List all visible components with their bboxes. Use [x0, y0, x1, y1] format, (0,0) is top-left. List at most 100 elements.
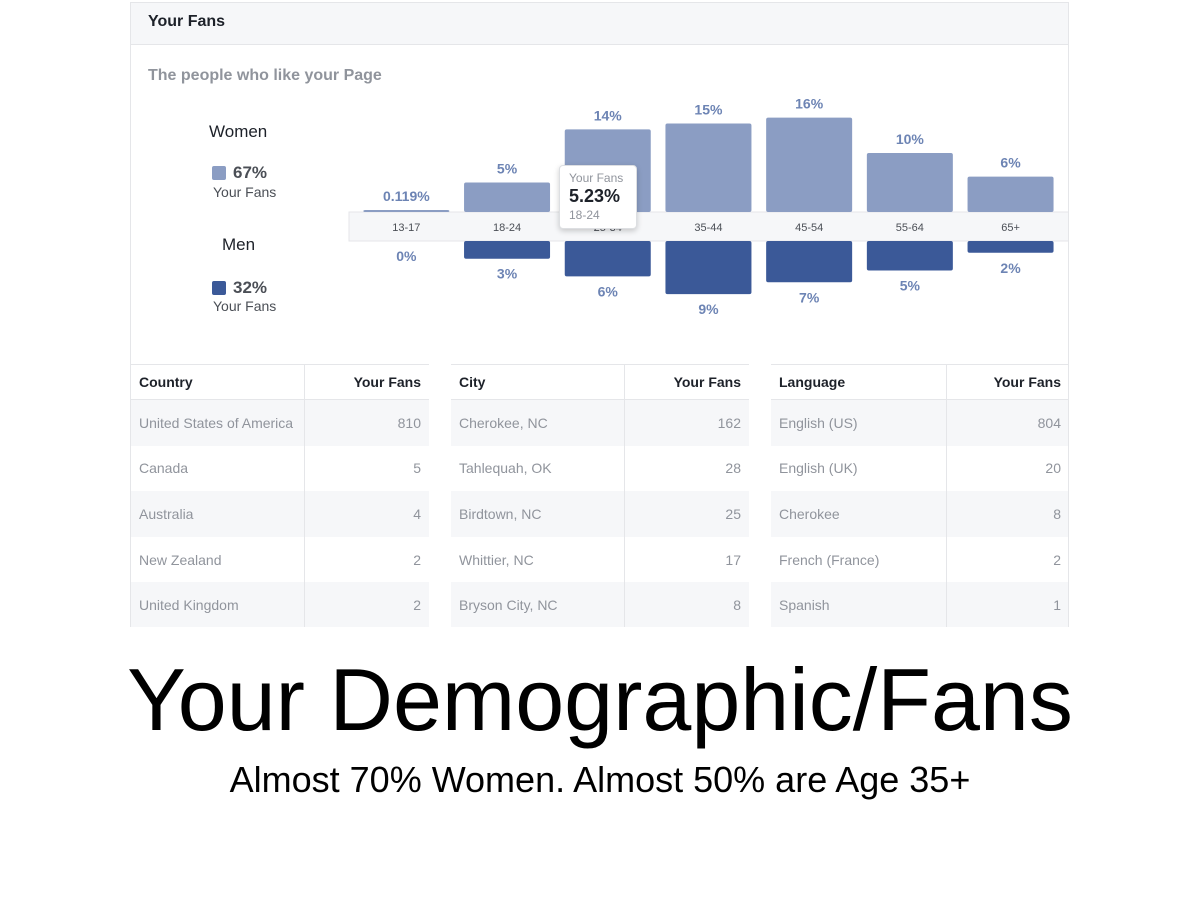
- table-row: Canada 5: [131, 445, 429, 492]
- language-name-cell: Spanish: [771, 582, 947, 627]
- country-table: Country Your Fans United States of Ameri…: [131, 364, 429, 627]
- city-name-cell: Birdtown, NC: [451, 491, 625, 537]
- women-bar: [665, 123, 752, 212]
- legend-men-pct: 32%: [233, 278, 268, 297]
- table-row: Bryson City, NC 8: [451, 582, 749, 627]
- category-tick-label: 65+: [1001, 222, 1020, 234]
- city-fans-cell: 162: [624, 399, 749, 446]
- legend-men-sub: Your Fans: [213, 298, 277, 314]
- women-bar-label: 15%: [694, 102, 723, 118]
- tooltip-label: Your Fans: [569, 171, 624, 185]
- women-bar-label: 14%: [594, 107, 623, 123]
- city-fans-cell: 17: [624, 536, 749, 583]
- language-table: Language Your Fans English (US) 804 Englis…: [771, 364, 1068, 627]
- category-tick-label: 18-24: [493, 222, 521, 234]
- legend-women-title: Women: [209, 122, 268, 141]
- age-gender-chart: 0.119%0%13-175%3%18-2414%6%25-3415%9%35-…: [348, 96, 1068, 317]
- table-row: United States of America 810: [131, 399, 429, 446]
- men-bar: [564, 241, 651, 277]
- city-header: City: [451, 364, 625, 400]
- city-name-cell: Tahlequah, OK: [451, 445, 625, 492]
- city-fans-header: Your Fans: [624, 364, 749, 400]
- category-tick-label: 13-17: [392, 222, 420, 234]
- table-row: Cherokee 8: [771, 491, 1068, 537]
- language-fans-cell: 20: [946, 445, 1068, 492]
- tooltip-category: 18-24: [569, 208, 600, 222]
- table-row: United Kingdom 2: [131, 582, 429, 627]
- table-row: English (UK) 20: [771, 445, 1068, 492]
- women-bar-label: 10%: [896, 131, 925, 147]
- language-fans-cell: 804: [946, 399, 1068, 446]
- table-row: Birdtown, NC 25: [451, 491, 749, 537]
- country-fans-header: Your Fans: [304, 364, 429, 400]
- city-name-cell: Whittier, NC: [451, 536, 625, 583]
- category-tick-label: 35-44: [694, 222, 722, 234]
- city-name-cell: Bryson City, NC: [451, 582, 625, 627]
- fans-card: Your Fans The people who like your Page …: [130, 2, 1069, 627]
- slide-subtitle: Almost 70% Women. Almost 50% are Age 35+: [229, 759, 971, 800]
- card-header: Your Fans: [131, 3, 1068, 45]
- country-name-cell: United Kingdom: [131, 582, 305, 627]
- table-row: Australia 4: [131, 491, 429, 537]
- legend-men-title: Men: [222, 235, 256, 254]
- language-fans-header: Your Fans: [946, 364, 1068, 400]
- table-row: Tahlequah, OK 28: [451, 445, 749, 492]
- country-fans-cell: 2: [304, 582, 429, 627]
- women-bar: [464, 182, 551, 212]
- table-row: Whittier, NC 17: [451, 536, 749, 583]
- men-bar: [766, 241, 853, 283]
- country-name-cell: Canada: [131, 445, 305, 492]
- table-row: Cherokee, NC 162: [451, 399, 749, 446]
- men-bar-label: 7%: [799, 289, 820, 305]
- women-bar-label: 16%: [795, 96, 824, 112]
- chart-tooltip: Your Fans 5.23% 18-24: [559, 165, 637, 229]
- city-table: City Your Fans Cherokee, NC 162 Tahlequah,…: [451, 364, 749, 627]
- country-header: Country: [131, 364, 305, 400]
- card-subtitle: The people who like your Page: [148, 67, 382, 84]
- country-fans-cell: 5: [304, 445, 429, 492]
- women-bar-label: 0.119%: [383, 188, 430, 204]
- men-bar-label: 3%: [497, 266, 518, 282]
- table-row: New Zealand 2: [131, 536, 429, 583]
- language-name-cell: English (UK): [771, 445, 947, 492]
- men-bar: [866, 241, 953, 271]
- table-row: French (France) 2: [771, 536, 1068, 583]
- language-name-cell: English (US): [771, 399, 947, 446]
- legend-women-sub: Your Fans: [213, 184, 277, 200]
- table-row: Spanish 1: [771, 582, 1068, 627]
- legend-women-swatch: [212, 166, 226, 180]
- men-bar-label: 5%: [900, 278, 921, 294]
- legend-men-swatch: [212, 281, 226, 295]
- women-bar: [363, 210, 450, 212]
- men-bar: [967, 241, 1054, 253]
- men-bar-label: 2%: [1000, 260, 1021, 276]
- category-tick-label: 55-64: [896, 222, 924, 234]
- country-name-cell: New Zealand: [131, 536, 305, 583]
- women-bar: [967, 176, 1054, 212]
- city-fans-cell: 25: [624, 491, 749, 537]
- table-row: English (US) 804: [771, 399, 1068, 446]
- slide-title: Your Demographic/Fans: [127, 650, 1073, 749]
- city-name-cell: Cherokee, NC: [451, 399, 625, 446]
- women-bar: [866, 153, 953, 212]
- city-fans-cell: 28: [624, 445, 749, 492]
- category-tick-label: 45-54: [795, 222, 823, 234]
- women-bar-label: 6%: [1000, 155, 1021, 171]
- language-name-cell: Cherokee: [771, 491, 947, 537]
- language-name-cell: French (France): [771, 536, 947, 583]
- country-fans-cell: 810: [304, 399, 429, 446]
- legend-women-pct: 67%: [233, 163, 268, 182]
- women-bar-label: 5%: [497, 161, 518, 177]
- women-bar: [766, 117, 853, 212]
- country-name-cell: United States of America: [131, 399, 305, 446]
- men-bar-label: 0%: [396, 248, 417, 264]
- country-fans-cell: 4: [304, 491, 429, 537]
- men-bar: [464, 241, 551, 259]
- city-fans-cell: 8: [624, 582, 749, 627]
- language-fans-cell: 8: [946, 491, 1068, 537]
- language-header: Language: [771, 364, 947, 400]
- men-bar-label: 9%: [698, 301, 719, 317]
- country-fans-cell: 2: [304, 536, 429, 583]
- card-title: Your Fans: [148, 13, 226, 30]
- language-fans-cell: 2: [946, 536, 1068, 583]
